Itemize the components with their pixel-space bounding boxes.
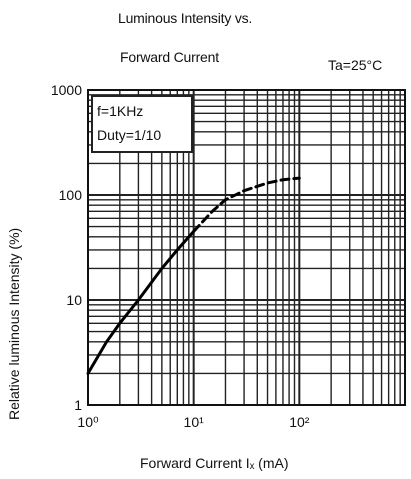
series-line-solid: [86, 229, 196, 375]
y-tick-label: 1000: [51, 82, 82, 98]
x-tick-label: 10⁰: [77, 414, 99, 430]
temperature-condition: Ta=25°C: [328, 57, 383, 73]
series-line-dashed: [192, 176, 301, 233]
x-axis-label: Forward Current Iₓ (mA): [140, 455, 289, 471]
y-tick-label: 10: [66, 292, 82, 308]
x-tick-label: 10²: [289, 414, 310, 430]
y-axis-label: Relative luminous Intensity (%): [6, 227, 22, 420]
x-tick-label: 10¹: [184, 414, 205, 430]
chart-subtitle: Forward Current: [120, 49, 219, 65]
plot-frame: [87, 89, 406, 406]
y-tick-label: 1: [74, 397, 82, 413]
chart-title: Luminous Intensity vs.: [118, 10, 253, 26]
legend-line-duty: Duty=1/10: [97, 127, 162, 143]
legend-box: f=1KHz Duty=1/10: [91, 95, 193, 153]
y-tick-label: 100: [59, 187, 83, 203]
legend-line-frequency: f=1KHz: [97, 103, 144, 119]
